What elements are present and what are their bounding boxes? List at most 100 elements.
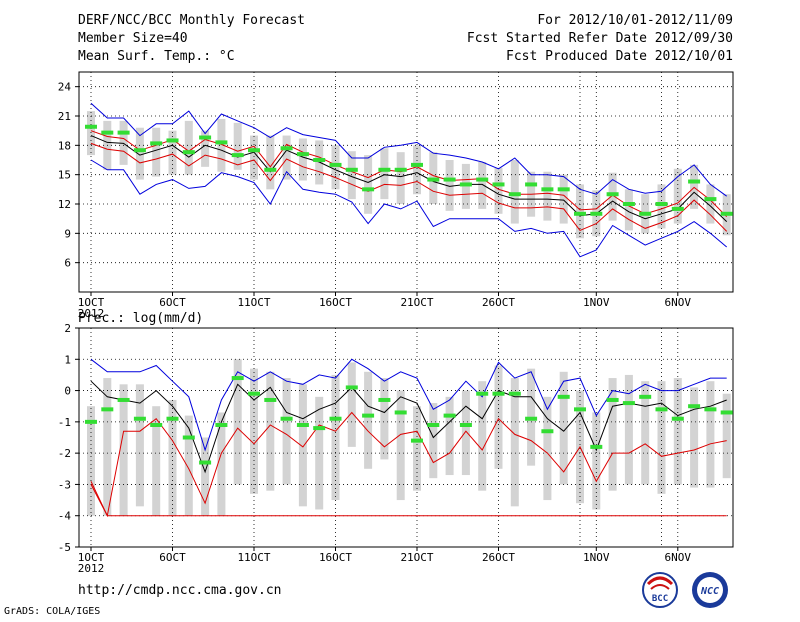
temp-obs-marker [525,182,538,187]
temp-x-tick-label: 1NOV [583,296,610,309]
grads-credit: GrADS: COLA/IGES [4,606,100,617]
precip-obs-marker [411,438,423,443]
precip-y-tick-label: -3 [58,478,71,491]
temp-spread-box [250,135,258,180]
ncc-logo: NCC [692,572,728,608]
precip-obs-marker [313,426,326,431]
precip-panel-frame [78,327,734,548]
temp-spread-box [87,111,95,156]
variable-label: Mean Surf. Temp.: °C [78,49,235,64]
temp-spread-box [380,148,389,200]
precip-obs-marker [541,429,554,434]
temp-y-tick-label: 9 [64,227,71,240]
precip-spread-box [624,374,633,485]
temperature-panel-frame [78,71,734,293]
precip-spread-box [673,378,682,485]
temp-y-tick-label: 15 [58,169,71,182]
precip-spread-box [396,390,405,501]
precip-y-tick-label: -4 [58,510,72,523]
temp-x-tick-label: 26OCT [482,296,515,309]
precip-obs-marker [345,385,358,390]
precip-obs-marker [280,416,293,421]
temp-obs-marker [590,211,603,216]
member-size: Member Size=40 [78,31,188,46]
temp-obs-marker [411,162,423,167]
precip-spread-box [543,396,552,501]
precip-spread-box [103,378,112,516]
temp-obs-marker [150,141,163,146]
temp-obs-marker [541,187,554,192]
precip-spread-box [657,381,666,494]
temp-spread-box [201,130,210,167]
precip-obs-marker [296,422,309,427]
precip-obs-marker [101,407,114,412]
precip-obs-marker [671,416,684,421]
precip-obs-marker [85,419,97,424]
temp-obs-marker [85,124,97,129]
precip-spread-box [380,378,389,460]
temp-mean-line [90,135,728,222]
precip-y-tick-label: 2 [64,322,71,335]
temp-spread-box [364,155,373,214]
precip-spread-box [429,403,438,479]
temp-spread-box [478,161,487,209]
temp-red-line [90,142,728,232]
temp-obs-marker [117,130,130,135]
precip-obs-marker [362,413,375,418]
bcc-logo: BCC [642,572,678,608]
temp-x-tick-label: 6OCT [159,296,186,309]
temp-spread-box [608,172,617,221]
temp-obs-marker [231,153,244,158]
precip-floor-line [90,484,727,517]
temp-y-tick-label: 18 [58,139,71,152]
precip-spread-box [478,381,487,491]
precip-obs-marker [329,416,342,421]
precip-x-tick-label: 6OCT [159,551,186,564]
precip-obs-marker [704,407,717,412]
temp-x-tick-label: 21OCT [400,296,433,309]
precip-spread-box [608,378,617,491]
precip-obs-marker [166,416,179,421]
temp-spread-box [559,174,568,224]
precip-obs-marker [248,391,260,396]
temp-x-tick-label: 16OCT [319,296,352,309]
precip-x-tick-label: 11OCT [237,551,270,564]
precip-spread-box [331,374,340,501]
temp-spread-box [543,171,552,221]
precip-obs-marker [182,435,195,440]
precip-obs-marker [443,413,456,418]
precip-obs-marker [590,444,603,449]
temp-obs-marker [459,182,472,187]
precip-spread-box [445,396,454,476]
precip-obs-marker [117,397,130,402]
temp-obs-marker [394,167,407,172]
temp-lower-line [90,159,728,258]
temp-spread-box [184,120,193,175]
temp-spread-box [510,160,519,224]
temp-obs-marker [492,182,505,187]
temp-obs-marker [443,177,456,182]
precip-red-line [90,411,727,518]
temp-spread-box [396,152,405,204]
chart-title: DERF/NCC/BCC Monthly Forecast [78,13,305,28]
temp-obs-marker [622,202,635,206]
bcc-logo-text: BCC [652,594,668,604]
precip-spread-box [152,406,161,516]
precip-variable-label: Prec.: log(mm/d) [78,311,203,326]
precip-obs-marker [427,422,440,427]
temp-spread-box [657,184,666,229]
precip-y-tick-label: -5 [58,541,71,554]
temp-obs-marker [476,177,489,182]
precip-spread-box [364,371,373,469]
precip-obs-marker [215,422,228,427]
precip-x-tick-label: 6NOV [665,551,692,564]
precip-spread-box [282,378,291,485]
precip-spread-box [250,368,258,494]
precip-obs-marker [459,422,472,427]
precip-spread-box [494,365,503,469]
precip-obs-marker [574,407,586,412]
precip-spread-box [266,371,275,491]
temp-y-tick-label: 24 [58,81,72,94]
